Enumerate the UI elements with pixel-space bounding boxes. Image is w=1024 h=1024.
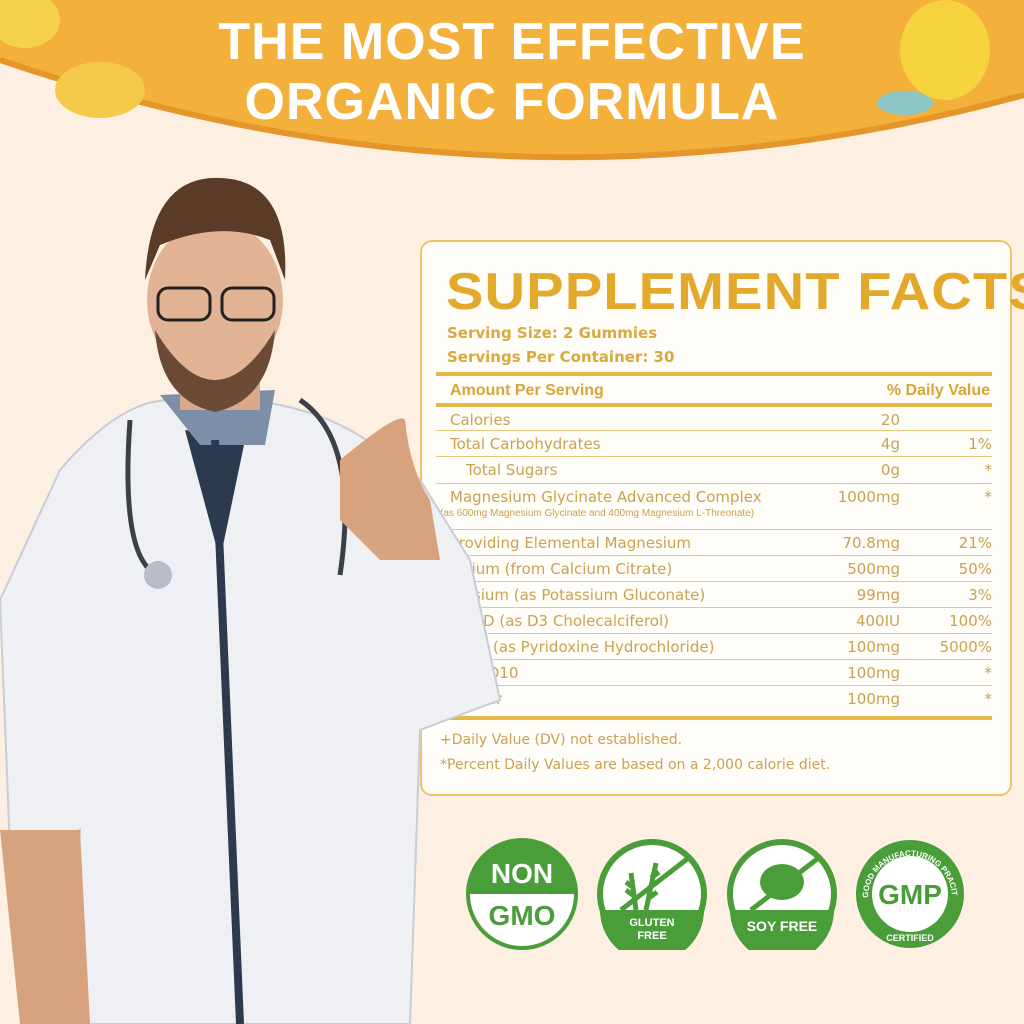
doctor-photo: [0, 177, 502, 1024]
footnote: *Percent Daily Values are based on a 2,0…: [440, 757, 831, 773]
nutrient-amount: 0g: [880, 461, 900, 479]
badge-text: NON: [491, 858, 553, 889]
nutrient-daily-value: 21%: [958, 534, 992, 552]
footnote: +Daily Value (DV) not established.: [440, 732, 683, 748]
badge-text: SOY FREE: [747, 918, 818, 934]
nutrient-name: min D (as D3 Cholecalciferol): [450, 612, 669, 630]
nutrient-name: in B6 (as Pyridoxine Hydrochloride): [450, 638, 715, 656]
servings-per-container: Servings Per Container: 30: [447, 348, 675, 366]
badge-text: GLUTEN: [629, 917, 674, 929]
divider: [436, 403, 992, 407]
nutrient-name: Calories: [450, 411, 511, 429]
nutrient-row: Magnesium Glycinate Advanced Complex (as …: [436, 484, 992, 530]
nutrient-amount: 20: [880, 411, 900, 429]
nutrient-daily-value: *: [984, 690, 993, 708]
fruit-decoration: [0, 0, 60, 48]
badge-text: FREE: [637, 930, 666, 942]
nutrient-amount: 100mg: [847, 638, 900, 656]
nutrient-amount: 4g: [880, 435, 900, 453]
divider: [436, 372, 992, 376]
nutrient-row: Total Sugars 0g *: [436, 457, 992, 484]
divider: [436, 716, 992, 720]
header-banner: [0, 0, 1024, 161]
nutrient-amount: 500mg: [847, 560, 900, 578]
nutrient-row: alcium (from Calcium Citrate) 500mg 50%: [436, 556, 992, 582]
nutrient-subtext: (as 600mg Magnesium Glycinate and 400mg …: [440, 508, 755, 519]
nutrient-amount: 1000mg: [837, 488, 900, 506]
badge-text: CERTIFIED: [886, 933, 934, 943]
soy-free-badge: SOY FREE: [727, 839, 837, 950]
nutrient-row: in B6 (as Pyridoxine Hydrochloride) 100mg…: [436, 634, 992, 660]
soybean-icon: [760, 864, 804, 900]
supplement-facts-panel: SUPPLEMENT FACTS Serving Size: 2 Gummies…: [420, 240, 1024, 796]
nutrient-daily-value: *: [984, 488, 993, 506]
nutrient-daily-value: 50%: [958, 560, 992, 578]
nutrient-daily-value: *: [984, 664, 993, 682]
nutrient-daily-value: 100%: [949, 612, 992, 630]
nutrient-daily-value: 1%: [968, 435, 992, 453]
badge-text: GMO: [489, 900, 556, 931]
nutrient-amount: 99mg: [856, 586, 900, 604]
nutrient-daily-value: *: [984, 461, 993, 479]
nutrient-name: Total Carbohydrates: [450, 435, 601, 453]
nutrient-amount: 70.8mg: [842, 534, 900, 552]
nutrient-daily-value: 3%: [968, 586, 992, 604]
nutrient-row: tassium (as Potassium Gluconate) 99mg 3%: [436, 582, 992, 608]
nutrient-name: Magnesium Glycinate Advanced Complex: [450, 488, 762, 506]
nutrient-amount: 100mg: [847, 664, 900, 682]
gluten-free-badge: GLUTEN FREE: [597, 839, 707, 950]
nutrient-name: Total Sugars: [466, 461, 558, 479]
badge-text: GMP: [878, 879, 942, 910]
nutrient-name: alcium (from Calcium Citrate): [450, 560, 673, 578]
nutrient-row: Total Carbohydrates 4g 1%: [436, 431, 992, 457]
nutrient-name: tassium (as Potassium Gluconate): [450, 586, 706, 604]
nutrient-row: min D (as D3 Cholecalciferol) 400IU 100%: [436, 608, 992, 634]
non-gmo-badge: NON GMO: [466, 838, 578, 950]
nutrient-row: Calories 20: [436, 407, 992, 431]
nutrient-amount: 400IU: [855, 612, 900, 630]
nutrient-row: Pepper100mg*: [436, 686, 992, 716]
serving-size: Serving Size: 2 Gummies: [447, 324, 658, 342]
header-daily-value: % Daily Value: [886, 382, 990, 399]
headline-line1: THE MOST EFFECTIVE: [218, 13, 806, 71]
nutrient-row: Providing Elemental Magnesium 70.8mg 21%: [436, 530, 992, 556]
nutrient-amount: 100mg: [847, 690, 900, 708]
nutrient-daily-value: 5000%: [939, 638, 992, 656]
nutrient-name: Providing Elemental Magnesium: [450, 534, 692, 552]
facts-title: SUPPLEMENT FACTS: [446, 263, 1024, 321]
headline-line2: ORGANIC FORMULA: [244, 73, 780, 131]
header-amount: Amount Per Serving: [450, 382, 604, 399]
